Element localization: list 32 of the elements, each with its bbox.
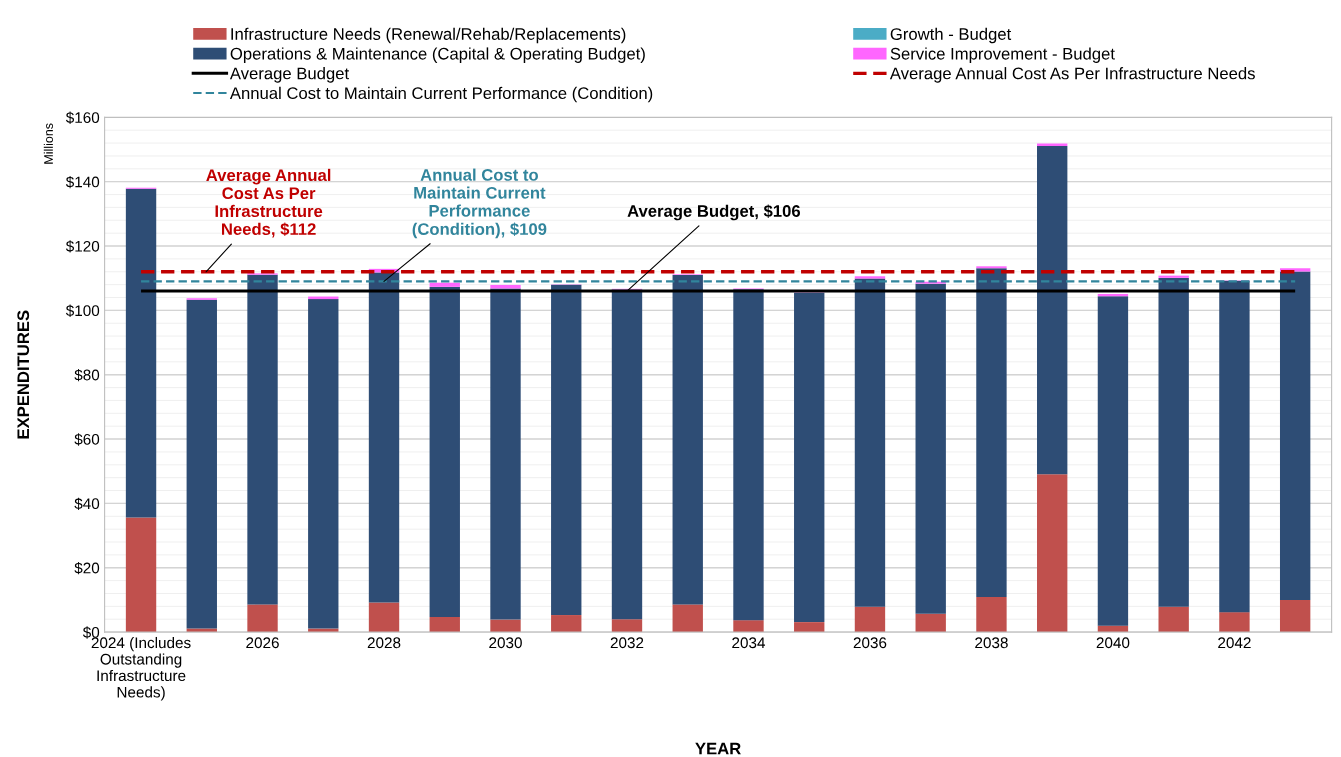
x-tick-label: 2024 (Includes Outstanding Infrastructure Needs) <box>91 636 191 701</box>
x-tick-label: 2030 <box>489 637 522 649</box>
legend-label: Average Budget <box>229 67 349 83</box>
annotation: Average Annual Cost As Per Infrastructure Needs, $112 <box>206 168 331 238</box>
annotation: Annual Cost to Maintain Current Performance (Condition), $109 <box>412 168 547 239</box>
legend-label: Average Annual Cost As Per Infrastructure Needs <box>889 67 1255 83</box>
y-tick-label: $140 <box>65 175 100 189</box>
legend-label: Operations & Maintenance (Capital & Operating Budget) <box>230 47 645 63</box>
x-tick-label: 2042 <box>1218 637 1251 649</box>
y-tick-label: $60 <box>74 433 100 446</box>
y-tick-label: $40 <box>74 497 100 510</box>
x-axis-title: YEAR <box>695 742 741 755</box>
legend-label: Infrastructure Needs (Renewal/Rehab/Replacements) <box>231 27 626 44</box>
y-tick-label: $0 <box>82 626 100 639</box>
y-tick-label: $100 <box>65 304 100 317</box>
y-tick-label: $80 <box>74 368 100 382</box>
y-tick-label: $160 <box>65 111 100 124</box>
x-tick-label: 2034 <box>732 637 766 649</box>
y-axis-title: EXPENDITURES <box>17 310 30 439</box>
y-tick-label: $120 <box>65 240 100 253</box>
x-tick-label: 2032 <box>610 637 644 649</box>
legend-label: Annual Cost to Maintain Current Performance (Condition) <box>229 86 653 103</box>
x-tick-label: 2040 <box>1096 637 1130 649</box>
annotation: Average Budget, $106 <box>627 204 801 221</box>
x-tick-label: 2036 <box>853 637 887 649</box>
legend-label: Service Improvement - Budget <box>890 47 1115 63</box>
text: Millions <box>43 123 53 164</box>
x-tick-label: 2028 <box>367 637 401 649</box>
legend-label: Growth - Budget <box>890 27 1012 44</box>
x-tick-label: 2026 <box>246 637 279 649</box>
y-tick-label: $20 <box>74 561 100 575</box>
x-tick-label: 2038 <box>975 637 1008 649</box>
